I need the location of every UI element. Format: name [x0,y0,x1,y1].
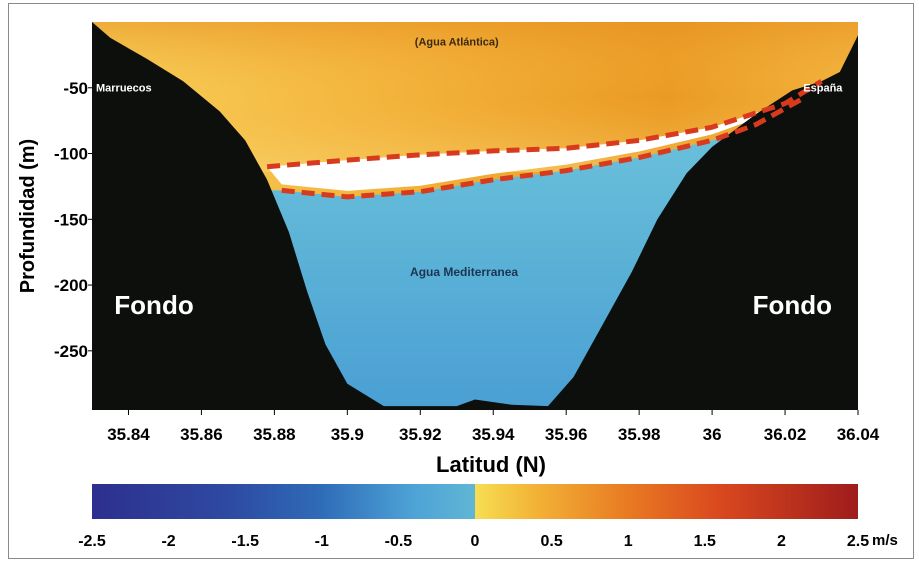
y-tick-label: -200 [54,276,88,295]
colorbar-tick-label: 1.5 [694,533,716,550]
colorbar-tick-label: -2.5 [78,533,106,550]
colorbar [92,484,858,519]
y-tick-label: -150 [54,210,88,229]
x-tick-label: 35.88 [253,425,296,444]
annotation-floor-left: Fondo [114,290,193,320]
x-tick-label: 35.98 [618,425,661,444]
axes: 35.84 35.86 35.88 35.9 35.92 35.94 35.96 35.98 3… [54,79,880,444]
x-tick-label: 35.96 [545,425,588,444]
x-tick-label: 35.84 [107,425,150,444]
x-tick-label: 36 [703,425,722,444]
colorbar-tick-label: -1 [315,533,329,550]
annotation-floor-right: Fondo [753,290,832,320]
y-axis-label: Profundidad (m) [17,139,39,293]
annotation-mediterranean-water: Agua Mediterranea [410,265,518,279]
y-tick-label: -250 [54,342,88,361]
seafloor-bathymetry [92,22,858,410]
plot-area [92,22,858,410]
colorbar-tick-label: -2 [161,533,175,550]
colorbar-tick-label: 0.5 [540,533,562,550]
colorbar-unit: m/s [872,532,898,549]
x-tick-label: 35.94 [472,425,515,444]
colorbar-tick-label: 2 [777,533,786,550]
colorbar-tick-label: 1 [624,533,633,550]
annotation-morocco: Marruecos [96,83,152,95]
colorbar-tick-label: 0 [471,533,480,550]
x-tick-label: 36.04 [837,425,880,444]
colorbar-tick-label: -1.5 [231,533,259,550]
y-tick-label: -100 [54,145,88,164]
colorbar-tick-label: -0.5 [385,533,413,550]
x-tick-label: 35.9 [331,425,364,444]
x-tick-label: 35.86 [180,425,223,444]
x-tick-label: 36.02 [764,425,807,444]
colorbar-ticks: -2.5 -2 -1.5 -1 -0.5 0 0.5 1 1.5 2 2.5 [78,533,869,550]
x-axis-label: Latitud (N) [436,452,546,477]
interface-layer [267,81,822,191]
interface-line-upper [266,79,823,170]
y-tick-label: -50 [63,79,88,98]
annotation-atlantic-water: (Agua Atlántica) [415,37,499,49]
interface-line-lower [281,96,805,200]
x-tick-label: 35.92 [399,425,442,444]
colorbar-tick-label: 2.5 [847,533,869,550]
annotation-spain: España [803,83,843,95]
